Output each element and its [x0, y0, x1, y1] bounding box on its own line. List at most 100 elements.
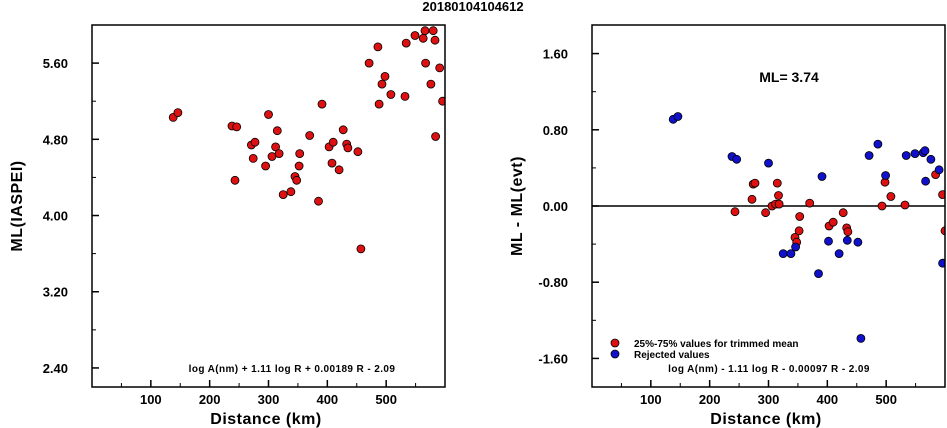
right-rejected-point: [934, 165, 944, 175]
left-point: [278, 190, 288, 200]
right-accepted-point: [772, 178, 782, 188]
left-point: [400, 92, 410, 101]
right-accepted-point: [877, 201, 887, 211]
left-x-tick-label: 400: [316, 392, 338, 407]
right-rejected-point: [901, 151, 911, 160]
left-point: [430, 35, 440, 45]
left-point: [327, 158, 337, 168]
right-accepted-point: [750, 178, 760, 188]
left-point: [328, 137, 338, 147]
right-rejected-point: [778, 249, 788, 259]
right-chart: 100 200 300 400 500 -1.60 -0.80 0.00 0.80 1.60 ML…: [509, 24, 946, 428]
right-rejected-point: [814, 269, 823, 279]
legend-accepted-marker: [610, 338, 620, 348]
left-point: [334, 165, 344, 175]
right-rejected-point: [817, 172, 827, 181]
left-chart: 100 200 300 400 500 2.40 3.20 4.00 4.80 5.60 log …: [9, 24, 446, 428]
left-point: [232, 122, 242, 132]
left-point: [401, 38, 411, 48]
right-rejected-point: [673, 112, 683, 121]
ml-annotation: ML= 3.74: [759, 69, 819, 85]
left-plot-frame: [91, 24, 446, 388]
left-point: [272, 126, 282, 136]
right-rejected-point: [856, 333, 866, 343]
right-accepted-point: [828, 217, 838, 227]
legend: 25%-75% values for trimmed mean Rejected…: [610, 338, 799, 361]
right-axes: 100 200 300 400 500 -1.60 -0.80 0.00 0.80 1.60: [538, 47, 917, 407]
right-accepted-point: [761, 208, 770, 218]
right-rejected-point: [842, 235, 852, 245]
right-rejected-point: [873, 139, 883, 149]
left-x-tick-label: 300: [258, 392, 280, 407]
left-axes: 100 200 300 400 500 2.40 3.20 4.00 4.80 5.60: [43, 56, 417, 407]
right-x-tick-label: 500: [875, 392, 897, 407]
left-point: [230, 175, 240, 185]
left-point: [264, 110, 273, 119]
right-formula: log A(nm) - 1.11 log R - 0.00097 R - 2.0…: [668, 364, 870, 375]
left-point: [431, 132, 441, 141]
figure-title: 20180104104612: [422, 0, 523, 14]
left-x-tick-label: 500: [375, 392, 397, 407]
left-point: [261, 161, 271, 171]
right-x-tick-label: 400: [816, 392, 838, 407]
left-point: [314, 196, 323, 206]
right-accepted-point: [938, 190, 945, 199]
right-y-tick-label: 0.80: [543, 123, 568, 138]
right-rejected-point: [824, 236, 833, 246]
right-rejected-point: [834, 249, 844, 259]
left-point: [421, 58, 431, 68]
right-x-tick-label: 300: [758, 392, 780, 407]
left-y-tick-label: 5.60: [43, 56, 68, 71]
legend-accepted-label: 25%-75% values for trimmed mean: [634, 339, 799, 350]
right-rejected-point: [926, 154, 936, 164]
right-marks: [668, 112, 945, 343]
right-accepted-point: [730, 207, 740, 217]
left-point: [294, 161, 304, 171]
left-point: [377, 79, 387, 89]
right-accepted-point: [838, 208, 848, 218]
left-point: [317, 99, 327, 109]
left-point: [374, 99, 384, 109]
left-point: [356, 244, 366, 254]
left-point: [248, 153, 258, 163]
left-y-tick-label: 2.40: [43, 361, 68, 376]
legend-rejected-marker: [610, 349, 620, 359]
right-accepted-point: [774, 199, 784, 209]
left-formula: log A(nm) + 1.11 log R + 0.00189 R - 2.0…: [189, 364, 396, 375]
left-point: [271, 142, 281, 152]
left-point: [373, 42, 383, 52]
right-x-tick-label: 200: [699, 392, 721, 407]
right-accepted-point: [843, 227, 853, 237]
right-x-axis-label: Distance (km): [710, 411, 821, 428]
left-point: [292, 175, 302, 185]
right-accepted-point: [795, 212, 805, 221]
right-rejected-point: [791, 242, 800, 252]
right-accepted-point: [805, 198, 815, 208]
right-y-tick-label: -0.80: [538, 275, 568, 290]
right-accepted-point: [774, 191, 783, 200]
left-point: [250, 137, 260, 147]
left-point: [435, 63, 445, 73]
right-accepted-point: [794, 226, 804, 236]
left-point: [364, 58, 374, 68]
right-rejected-point: [910, 149, 920, 159]
left-point: [338, 125, 348, 135]
left-point: [353, 147, 363, 157]
right-y-axis-label: ML - ML(evt): [509, 156, 526, 256]
right-y-tick-label: -1.60: [538, 351, 568, 366]
left-point: [380, 72, 390, 81]
left-marks: [168, 26, 445, 254]
left-point: [410, 31, 420, 40]
right-accepted-point: [900, 200, 910, 210]
left-point: [305, 131, 315, 140]
left-point: [426, 79, 436, 89]
left-y-axis-label: ML(IASPEI): [9, 160, 26, 251]
left-x-axis-label: Distance (km): [210, 411, 321, 428]
left-point: [428, 26, 438, 36]
right-rejected-point: [786, 249, 796, 259]
left-y-tick-label: 3.20: [43, 285, 68, 300]
right-accepted-point: [747, 194, 757, 204]
left-point: [420, 26, 430, 36]
right-rejected-point: [764, 158, 773, 168]
